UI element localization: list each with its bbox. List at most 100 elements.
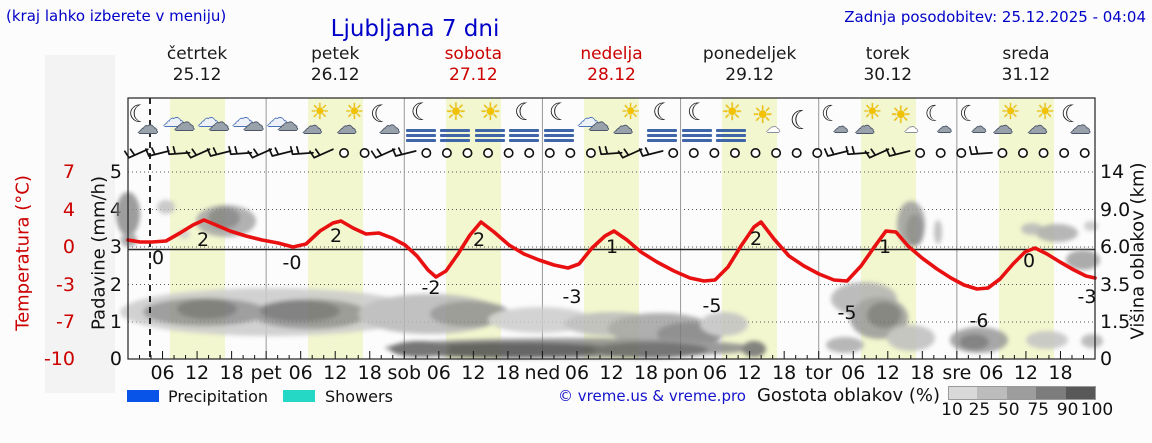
- cloud-scale-value: 25: [968, 400, 991, 420]
- wind-barb-icon: [166, 145, 191, 156]
- wind-barb-icon: [617, 148, 643, 159]
- cloud-height-tick-label: 3.5: [1100, 273, 1131, 296]
- weather-icon-moon-fog: ☾: [404, 100, 440, 146]
- weather-icon-cloud: ☁ ☁: [196, 100, 232, 146]
- precip-tick-label: 2: [109, 273, 122, 296]
- temperature-value-label: 2: [197, 229, 209, 251]
- cloud-glyph: ☁: [904, 120, 919, 136]
- wind-calm-icon: [544, 148, 555, 159]
- wind-calm-icon: [339, 148, 350, 159]
- fog-lines-glyph: [440, 127, 471, 144]
- moon-glyph: ☾: [128, 100, 150, 128]
- moon-glyph: ☾: [924, 102, 945, 127]
- cloud-blob: [157, 200, 175, 214]
- wind-calm-icon: [915, 148, 926, 159]
- fog-lines-glyph: [509, 127, 540, 144]
- day-name: četrtek: [166, 44, 228, 64]
- weather-icon-moon-cloud-small: ☾ ☁: [922, 100, 958, 146]
- moon-glyph: ☾: [548, 98, 571, 126]
- time-tick-label: 18: [1048, 362, 1073, 384]
- cloud-scale-value: 90: [1056, 400, 1079, 420]
- cloud-scale-value: 100: [1080, 400, 1114, 420]
- day-date: 29.12: [725, 65, 774, 85]
- weather-icon-moon-fog: ☾: [507, 100, 543, 146]
- day-header-sobota: sobota 27.12: [403, 44, 543, 86]
- cloud-glyph: ☁: [242, 111, 264, 135]
- wind-barb-icon: [206, 147, 232, 157]
- temperature-value-label: -3: [563, 286, 582, 308]
- temp-axis-title: Temperatura (°C): [12, 175, 34, 331]
- time-tick-label: pon: [662, 362, 699, 384]
- fog-lines-glyph: [716, 127, 747, 144]
- wind-barb-icon: [864, 148, 890, 159]
- cloud-height-tick-label: 6.0: [1100, 236, 1131, 258]
- weather-icon-cloud: ☁ ☁: [265, 100, 301, 146]
- time-tick-label: 12: [1013, 362, 1039, 384]
- cloud-blob: [143, 298, 267, 326]
- plot-frame: [127, 97, 1096, 360]
- wind-calm-icon: [729, 148, 740, 159]
- moon-glyph: ☾: [652, 98, 674, 126]
- moon-glyph: ☾: [820, 102, 841, 127]
- temperature-value-label: 2: [330, 225, 342, 247]
- precip-tick-label: 0: [109, 348, 122, 370]
- weather-icon-moon-cloud: ☾ ☁: [127, 100, 163, 146]
- wind-barb-icon: [638, 147, 664, 157]
- moon-glyph: ☾: [410, 98, 433, 126]
- cloud-scale-segment: [977, 386, 1008, 400]
- sun-glyph: ☀: [862, 100, 883, 125]
- cloud-blob: [592, 342, 708, 358]
- cloud-glyph: ☁: [971, 118, 987, 136]
- fog-lines-glyph: [405, 127, 436, 144]
- copyright-link[interactable]: © vreme.us & vreme.pro: [558, 387, 746, 405]
- time-tick-label: 12: [184, 362, 210, 384]
- time-tick-label: 06: [288, 362, 313, 384]
- day-date: 30.12: [863, 65, 913, 85]
- wind-barb-icon: [289, 145, 314, 156]
- cloud-blob: [608, 313, 712, 345]
- cloud-glyph: ☁: [277, 111, 299, 135]
- time-tick-label: 18: [495, 362, 520, 384]
- weather-icon-sun-cloud-small: ☀ ☁: [749, 100, 785, 146]
- sun-glyph: ☀: [751, 101, 774, 129]
- daylight-band: [584, 98, 639, 359]
- wind-calm-icon: [1059, 148, 1070, 159]
- wind-calm-icon: [585, 148, 596, 159]
- wind-barb-icon: [268, 147, 294, 157]
- wind-calm-icon: [791, 148, 802, 159]
- daylight-band: [999, 98, 1054, 359]
- cloud-blob: [120, 288, 420, 336]
- day-date: 25.12: [172, 65, 222, 85]
- cloud-blob: [564, 312, 660, 336]
- fog-lines-glyph: [681, 127, 712, 144]
- wind-barb-icon: [370, 148, 396, 159]
- cloud-height-tick-label: 14: [1100, 161, 1125, 183]
- time-tick-label: 18: [910, 362, 935, 384]
- wind-calm-icon: [935, 148, 946, 159]
- wind-calm-icon: [441, 148, 452, 159]
- moon-glyph: ☾: [1060, 100, 1083, 128]
- time-tick-label: tor: [805, 362, 833, 384]
- temperature-value-label: -5: [838, 302, 857, 324]
- cloud-blob: [887, 325, 935, 351]
- legend-swatch-precipitation: [127, 390, 159, 402]
- daylight-band: [861, 98, 916, 359]
- wind-barb-icon: [309, 148, 334, 159]
- cloud-blob: [1081, 334, 1103, 348]
- cloud-blob: [1066, 250, 1100, 270]
- cloud-density-scale-label: Gostota oblakov (%): [756, 385, 940, 406]
- cloud-glyph: ☁: [336, 114, 357, 138]
- sun-glyph: ☀: [445, 98, 467, 126]
- cloud-blob: [208, 207, 240, 229]
- weather-icon-sun-cloud-small: ☀ ☁: [887, 100, 923, 146]
- day-date: 27.12: [449, 65, 498, 85]
- cloud-blob: [430, 301, 510, 327]
- time-tick-label: pet: [250, 362, 282, 384]
- time-tick-label: sob: [387, 362, 422, 384]
- time-tick-label: 18: [357, 362, 382, 384]
- moon-glyph: ☾: [686, 98, 709, 126]
- cloud-blob: [897, 201, 925, 247]
- cloud-height-tick-label: 9.0: [1100, 198, 1131, 221]
- cloud-glyph: ☁: [301, 114, 322, 138]
- weather-icon-sun-cloud: ☀ ☁: [1025, 100, 1061, 146]
